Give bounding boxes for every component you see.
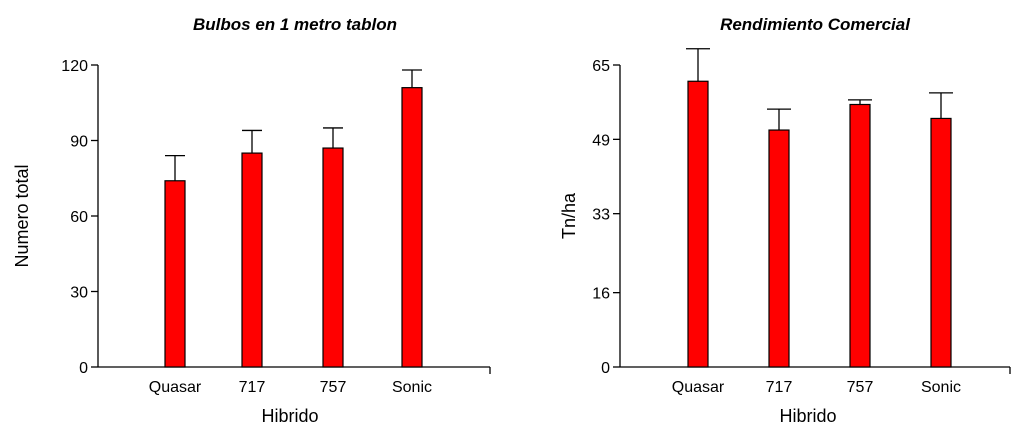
- x-tick-label: 717: [239, 379, 266, 396]
- y-tick-label: 60: [70, 209, 88, 226]
- x-tick-label: Quasar: [149, 379, 202, 396]
- y-tick-label: 49: [592, 132, 610, 149]
- bar: [401, 87, 423, 368]
- x-tick-label: Sonic: [392, 379, 432, 396]
- y-tick-label: 120: [61, 58, 88, 75]
- x-tick-label: 757: [320, 379, 347, 396]
- chart-title: Rendimiento Comercial: [720, 15, 911, 34]
- x-tick-label: 757: [847, 379, 874, 396]
- y-tick-label: 33: [592, 207, 610, 224]
- x-tick-label: 717: [766, 379, 793, 396]
- y-tick-label: 90: [70, 134, 88, 151]
- bar: [849, 103, 871, 368]
- x-tick-label: Quasar: [672, 379, 725, 396]
- y-tick-label: 30: [70, 285, 88, 302]
- x-tick-label: Sonic: [921, 379, 961, 396]
- bar: [930, 117, 952, 368]
- y-axis-label: Tn/ha: [559, 192, 579, 239]
- bar: [322, 147, 344, 368]
- bar: [164, 180, 186, 368]
- plot-area: 0 16 33 49 65 Quasar 717 757 Sonic: [592, 48, 1011, 396]
- y-axis-label: Numero total: [12, 164, 32, 267]
- chart-title: Bulbos en 1 metro tablon: [193, 15, 397, 34]
- chart-rendimiento: Rendimiento Comercial Tn/ha Hibrido 0 16 3…: [559, 15, 1011, 426]
- y-tick-label: 65: [592, 58, 610, 75]
- x-axis-label: Hibrido: [779, 406, 836, 426]
- chart-bulbos: Bulbos en 1 metro tablon Numero total Hi…: [12, 15, 491, 426]
- bar: [241, 152, 263, 368]
- y-tick-label: 0: [79, 360, 88, 377]
- y-tick-label: 0: [601, 360, 610, 377]
- bar: [687, 80, 709, 368]
- x-axis-label: Hibrido: [261, 406, 318, 426]
- y-tick-label: 16: [592, 286, 610, 303]
- plot-area: 0 30 60 90 120 Quasar 717 757 Sonic: [61, 58, 491, 396]
- bar: [768, 129, 790, 368]
